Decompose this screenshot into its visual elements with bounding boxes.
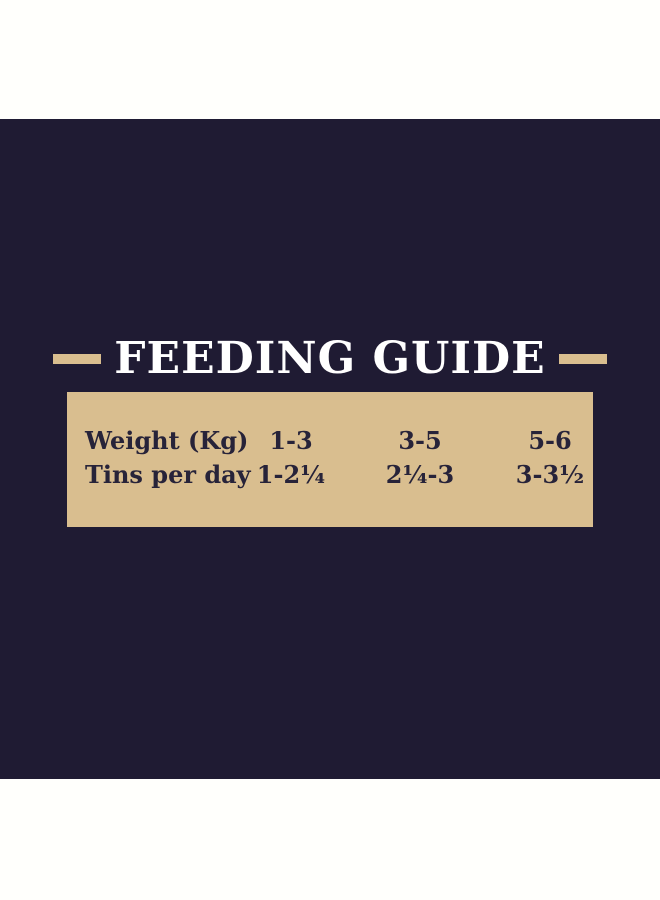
tins-per-day-cell: 3-3½ bbox=[515, 460, 585, 489]
title-dash-left bbox=[53, 354, 102, 364]
weight-range-cell: 5-6 bbox=[528, 426, 572, 455]
page-title: FEEDING GUIDE bbox=[114, 333, 546, 384]
tins-per-day-cell: 1-2¼ bbox=[256, 460, 326, 489]
feeding-guide-table: Weight (Kg) 1-3 3-5 5-6 Tins per day 1-2… bbox=[67, 392, 593, 527]
feeding-guide-header: FEEDING GUIDE bbox=[0, 331, 660, 387]
row-label-tins: Tins per day bbox=[85, 460, 251, 489]
weight-range-cell: 1-3 bbox=[269, 426, 313, 455]
navy-panel: FEEDING GUIDE Weight (Kg) 1-3 3-5 5-6 Ti… bbox=[0, 119, 660, 779]
tins-per-day-cell: 2¼-3 bbox=[385, 460, 455, 489]
title-dash-right bbox=[558, 354, 607, 364]
weight-range-cell: 3-5 bbox=[398, 426, 442, 455]
table-row-tins: Tins per day 1-2¼ 2¼-3 3-3½ bbox=[67, 458, 593, 492]
table-row-weight: Weight (Kg) 1-3 3-5 5-6 bbox=[67, 424, 593, 458]
row-label-weight: Weight (Kg) bbox=[85, 426, 249, 455]
